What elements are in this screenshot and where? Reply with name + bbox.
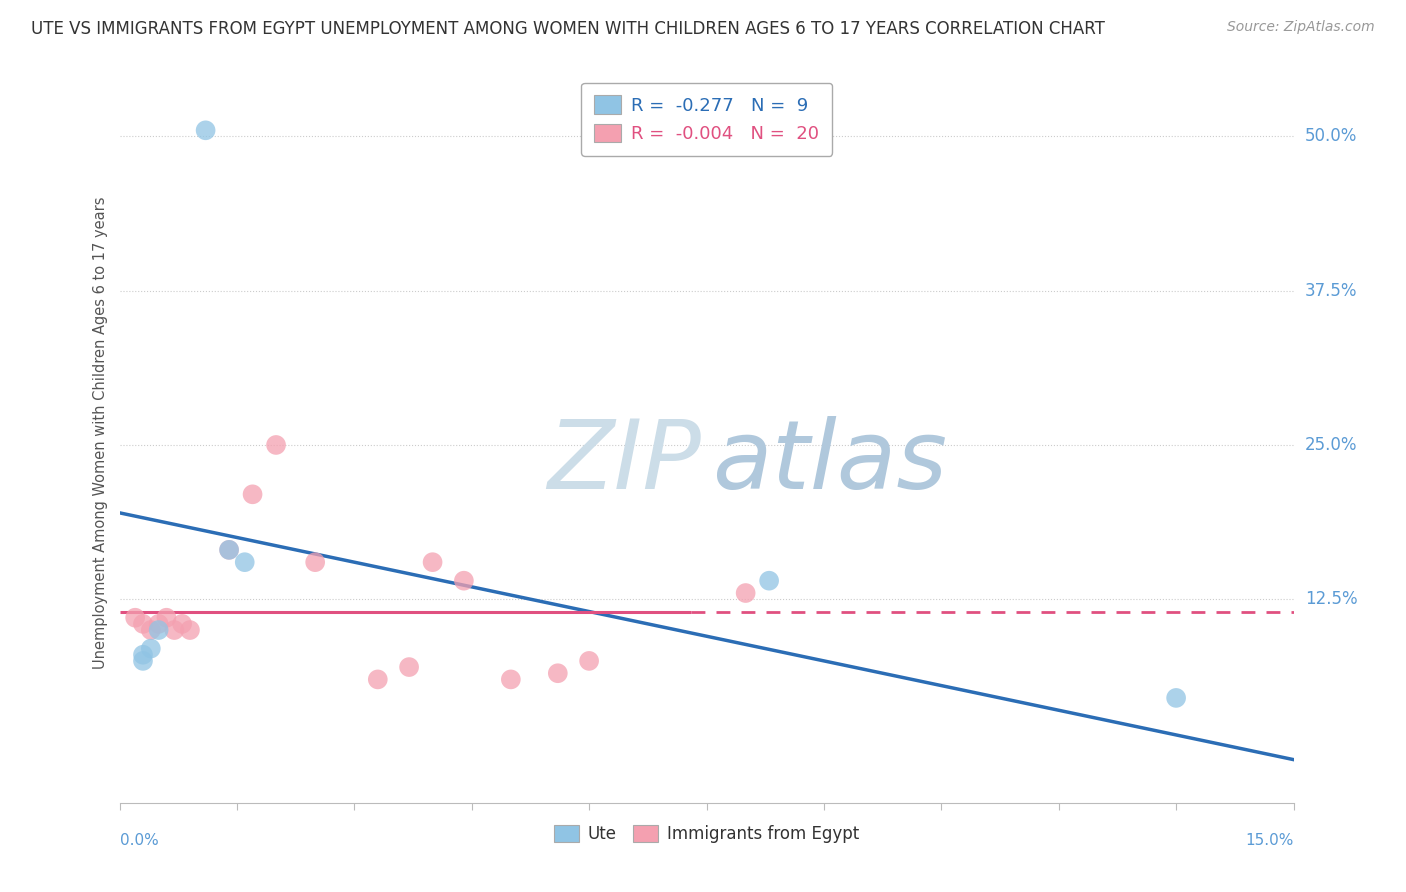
Point (179, 623, 201, 637)
Point (304, 555, 326, 569)
Point (1166, 690, 1188, 705)
Point (499, 673, 522, 687)
Point (124, 611, 146, 625)
Point (578, 654, 600, 668)
Text: ZIP: ZIP (547, 416, 700, 508)
Point (453, 574, 475, 588)
Text: atlas: atlas (713, 416, 948, 508)
Point (218, 542, 240, 557)
Y-axis label: Unemployment Among Women with Children Ages 6 to 17 years: Unemployment Among Women with Children A… (93, 196, 108, 669)
Point (139, 641, 162, 656)
Point (242, 487, 264, 501)
Point (264, 438, 287, 452)
Text: 25.0%: 25.0% (1305, 436, 1357, 454)
Text: 50.0%: 50.0% (1305, 128, 1357, 145)
Text: 12.5%: 12.5% (1305, 591, 1357, 608)
Point (422, 555, 444, 569)
Text: 15.0%: 15.0% (1246, 833, 1294, 848)
Text: Source: ZipAtlas.com: Source: ZipAtlas.com (1227, 20, 1375, 34)
Point (758, 574, 780, 588)
Point (155, 611, 177, 625)
Point (218, 542, 240, 557)
Point (194, 123, 217, 137)
Point (547, 666, 569, 681)
Point (367, 673, 389, 687)
Point (172, 616, 194, 631)
Point (148, 616, 170, 631)
Text: UTE VS IMMIGRANTS FROM EGYPT UNEMPLOYMENT AMONG WOMEN WITH CHILDREN AGES 6 TO 17: UTE VS IMMIGRANTS FROM EGYPT UNEMPLOYMEN… (31, 20, 1105, 37)
Point (163, 623, 186, 637)
Legend: Ute, Immigrants from Egypt: Ute, Immigrants from Egypt (547, 819, 866, 850)
Point (398, 660, 420, 674)
Text: 0.0%: 0.0% (120, 833, 159, 848)
Point (734, 586, 756, 600)
Point (233, 555, 256, 569)
Point (148, 623, 170, 637)
Text: 37.5%: 37.5% (1305, 282, 1357, 300)
Point (132, 616, 155, 631)
Point (132, 648, 155, 662)
Point (132, 654, 155, 668)
Point (139, 623, 162, 637)
